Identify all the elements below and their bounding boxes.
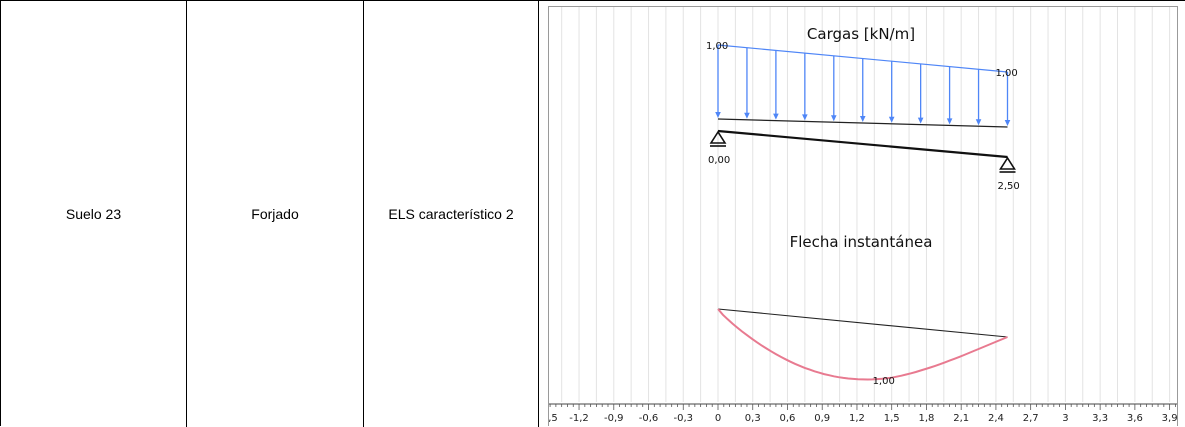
x-axis-tick-label: 0,3 [745,413,761,424]
x-axis-tick-label: -0,6 [639,413,659,424]
x-axis-tick-label: 1,2 [849,413,865,424]
grid-lines [561,7,1171,402]
x-axis-tick-label: -1,2 [569,413,589,424]
suelo-label: Suelo 23 [65,206,122,222]
cell-tipo: Forjado [187,1,364,427]
support-right-icon [999,156,1016,170]
cell-combinacion: ELS característico 2 [364,1,539,427]
load-arrow-head [831,115,837,122]
combinacion-label: ELS característico 2 [388,206,514,222]
tipo-label: Forjado [251,206,299,222]
beam-end-label: 2,50 [998,181,1020,192]
load-arrow-head [917,117,924,124]
x-axis-tick-labels: ,5 -1,2 -0,9 -0,6 -0,3 0 0,3 0,6 0,9 1,2 1,5 1,8 2,1… [549,413,1178,424]
load-arrow-head [802,114,808,121]
load-end-value: 1,00 [996,68,1018,79]
x-axis-tick-label: 3 [1062,413,1068,424]
load-arrow-head [773,113,779,120]
load-arrow-head [1004,120,1011,126]
load-arrow-head [946,118,953,125]
loads-title: Cargas [kN/m] [807,25,915,43]
load-arrow-head [744,112,750,119]
x-axis-tick-label: 2,1 [953,413,969,424]
beam-line [717,129,1008,159]
load-arrow-head [975,119,982,126]
x-axis-tick-label: 1,8 [918,413,934,424]
beam-diagram: Cargas [kN/m] 1,00 1,00 0,00 2,50 Flecha… [549,7,1178,424]
beam-start-label: 0,00 [708,155,730,166]
x-axis-tick-label: 3,3 [1092,413,1108,424]
x-axis-tick-label: 0,6 [780,413,796,424]
load-arrows [715,45,1011,126]
deflection-curve [717,308,1008,381]
x-axis-tick-label: 1,5 [884,413,900,424]
x-axis-tick-label: 3,6 [1127,413,1143,424]
cell-suelo: Suelo 23 [1,1,187,427]
load-base-line [717,118,1008,128]
support-left-icon [709,130,727,144]
x-axis-tick-label: 2,7 [1023,413,1039,424]
x-axis-tick-label: -0,3 [674,413,694,424]
x-axis-tick-label: 0,9 [814,413,830,424]
deflection-chord [717,308,1008,338]
x-axis-tick-label: 2,4 [988,413,1004,424]
load-start-value: 1,00 [706,41,728,52]
x-axis-tick-label: ,5 [549,413,558,424]
load-arrow-head [715,112,721,118]
deflection-max-value: 1,00 [873,376,895,387]
x-axis-tick-label: 0 [715,413,721,424]
x-axis-tick-label: 3,9 [1162,413,1178,424]
x-axis-ticks [549,404,1176,410]
beam-diagram-frame: Cargas [kN/m] 1,00 1,00 0,00 2,50 Flecha… [548,6,1178,426]
load-arrow-head [888,116,895,123]
load-arrow-head [859,116,866,122]
x-axis-tick-label: -0,9 [604,413,624,424]
deflection-title: Flecha instantánea [790,233,933,251]
